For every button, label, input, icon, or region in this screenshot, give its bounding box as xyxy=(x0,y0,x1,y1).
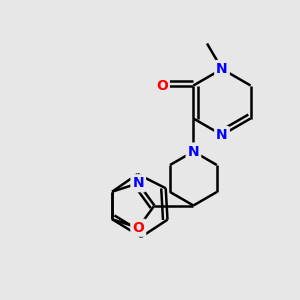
Text: O: O xyxy=(132,221,144,235)
Text: N: N xyxy=(188,145,199,158)
Text: N: N xyxy=(216,62,228,76)
Text: N: N xyxy=(216,128,228,142)
Text: O: O xyxy=(156,79,168,92)
Text: N: N xyxy=(132,176,144,190)
